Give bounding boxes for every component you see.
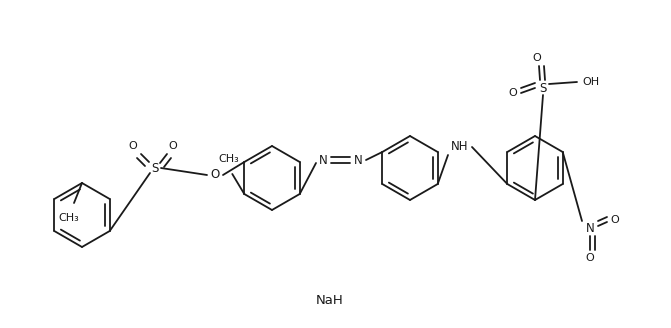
Text: N: N	[319, 154, 327, 167]
Text: O: O	[211, 169, 219, 181]
Text: N: N	[354, 154, 362, 167]
Text: S: S	[539, 81, 547, 94]
Text: O: O	[586, 253, 595, 263]
Text: CH₃: CH₃	[218, 154, 239, 164]
Text: CH₃: CH₃	[58, 213, 79, 223]
Text: S: S	[152, 161, 158, 174]
Text: NH: NH	[452, 140, 469, 154]
Text: O: O	[533, 53, 541, 63]
Text: N: N	[586, 221, 595, 235]
Text: O: O	[129, 141, 138, 151]
Text: O: O	[611, 215, 619, 225]
Text: NaH: NaH	[316, 294, 344, 306]
Text: OH: OH	[582, 77, 599, 87]
Text: O: O	[168, 141, 177, 151]
Text: O: O	[509, 88, 517, 98]
